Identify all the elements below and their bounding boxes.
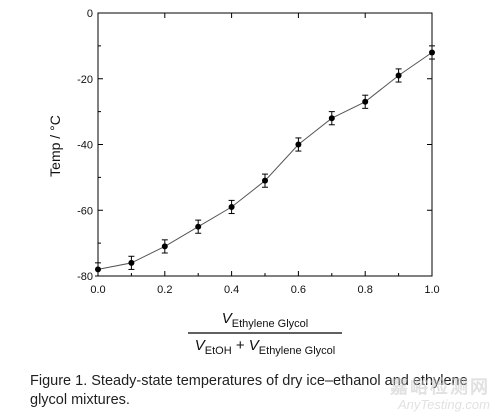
x-tick-label: 0.8	[358, 284, 373, 296]
x-label-denominator: VEtOH + VEthylene Glycol	[195, 337, 335, 357]
x-tick-label: 0.2	[157, 284, 172, 296]
data-point	[228, 203, 235, 210]
data-point	[328, 115, 335, 122]
x-axis-ticks: 0.0 0.2 0.4 0.6 0.8 1.0	[90, 13, 440, 296]
data-point	[195, 223, 202, 230]
data-point	[295, 141, 302, 148]
data-point	[128, 259, 135, 266]
x-tick-label: 0.0	[90, 284, 105, 296]
data-point	[161, 243, 168, 250]
watermark-cn: 嘉峪检测网	[390, 377, 490, 397]
x-tick-label: 1.0	[424, 284, 439, 296]
y-tick-label: -80	[77, 271, 93, 283]
plot-area	[95, 12, 435, 277]
y-axis-ticks: 0 -20 -40 -60 -80	[77, 8, 432, 283]
y-axis-label: Temp / °C	[47, 115, 63, 177]
data-point	[395, 72, 402, 79]
data-point	[262, 177, 268, 184]
x-label-numerator: VEthylene Glycol	[222, 310, 308, 330]
y-tick-label: -20	[77, 74, 93, 86]
figure-caption: Figure 1. Steady-state temperatures of d…	[30, 373, 468, 408]
watermark-en: AnyTesting.com	[397, 397, 490, 412]
plot-frame	[97, 12, 433, 277]
data-point	[429, 49, 435, 56]
data-point	[362, 98, 369, 105]
x-tick-label: 0.6	[291, 284, 306, 296]
x-tick-label: 0.4	[224, 284, 239, 296]
watermark: 嘉峪检测网 AnyTesting.com	[390, 373, 490, 412]
y-tick-label: -40	[77, 140, 93, 152]
y-tick-label: 0	[87, 8, 93, 20]
x-axis-label: VEthylene Glycol VEtOH + VEthylene Glycol	[188, 310, 342, 357]
y-tick-label: -60	[77, 205, 93, 217]
series-line	[97, 52, 433, 270]
data-point	[95, 266, 101, 273]
